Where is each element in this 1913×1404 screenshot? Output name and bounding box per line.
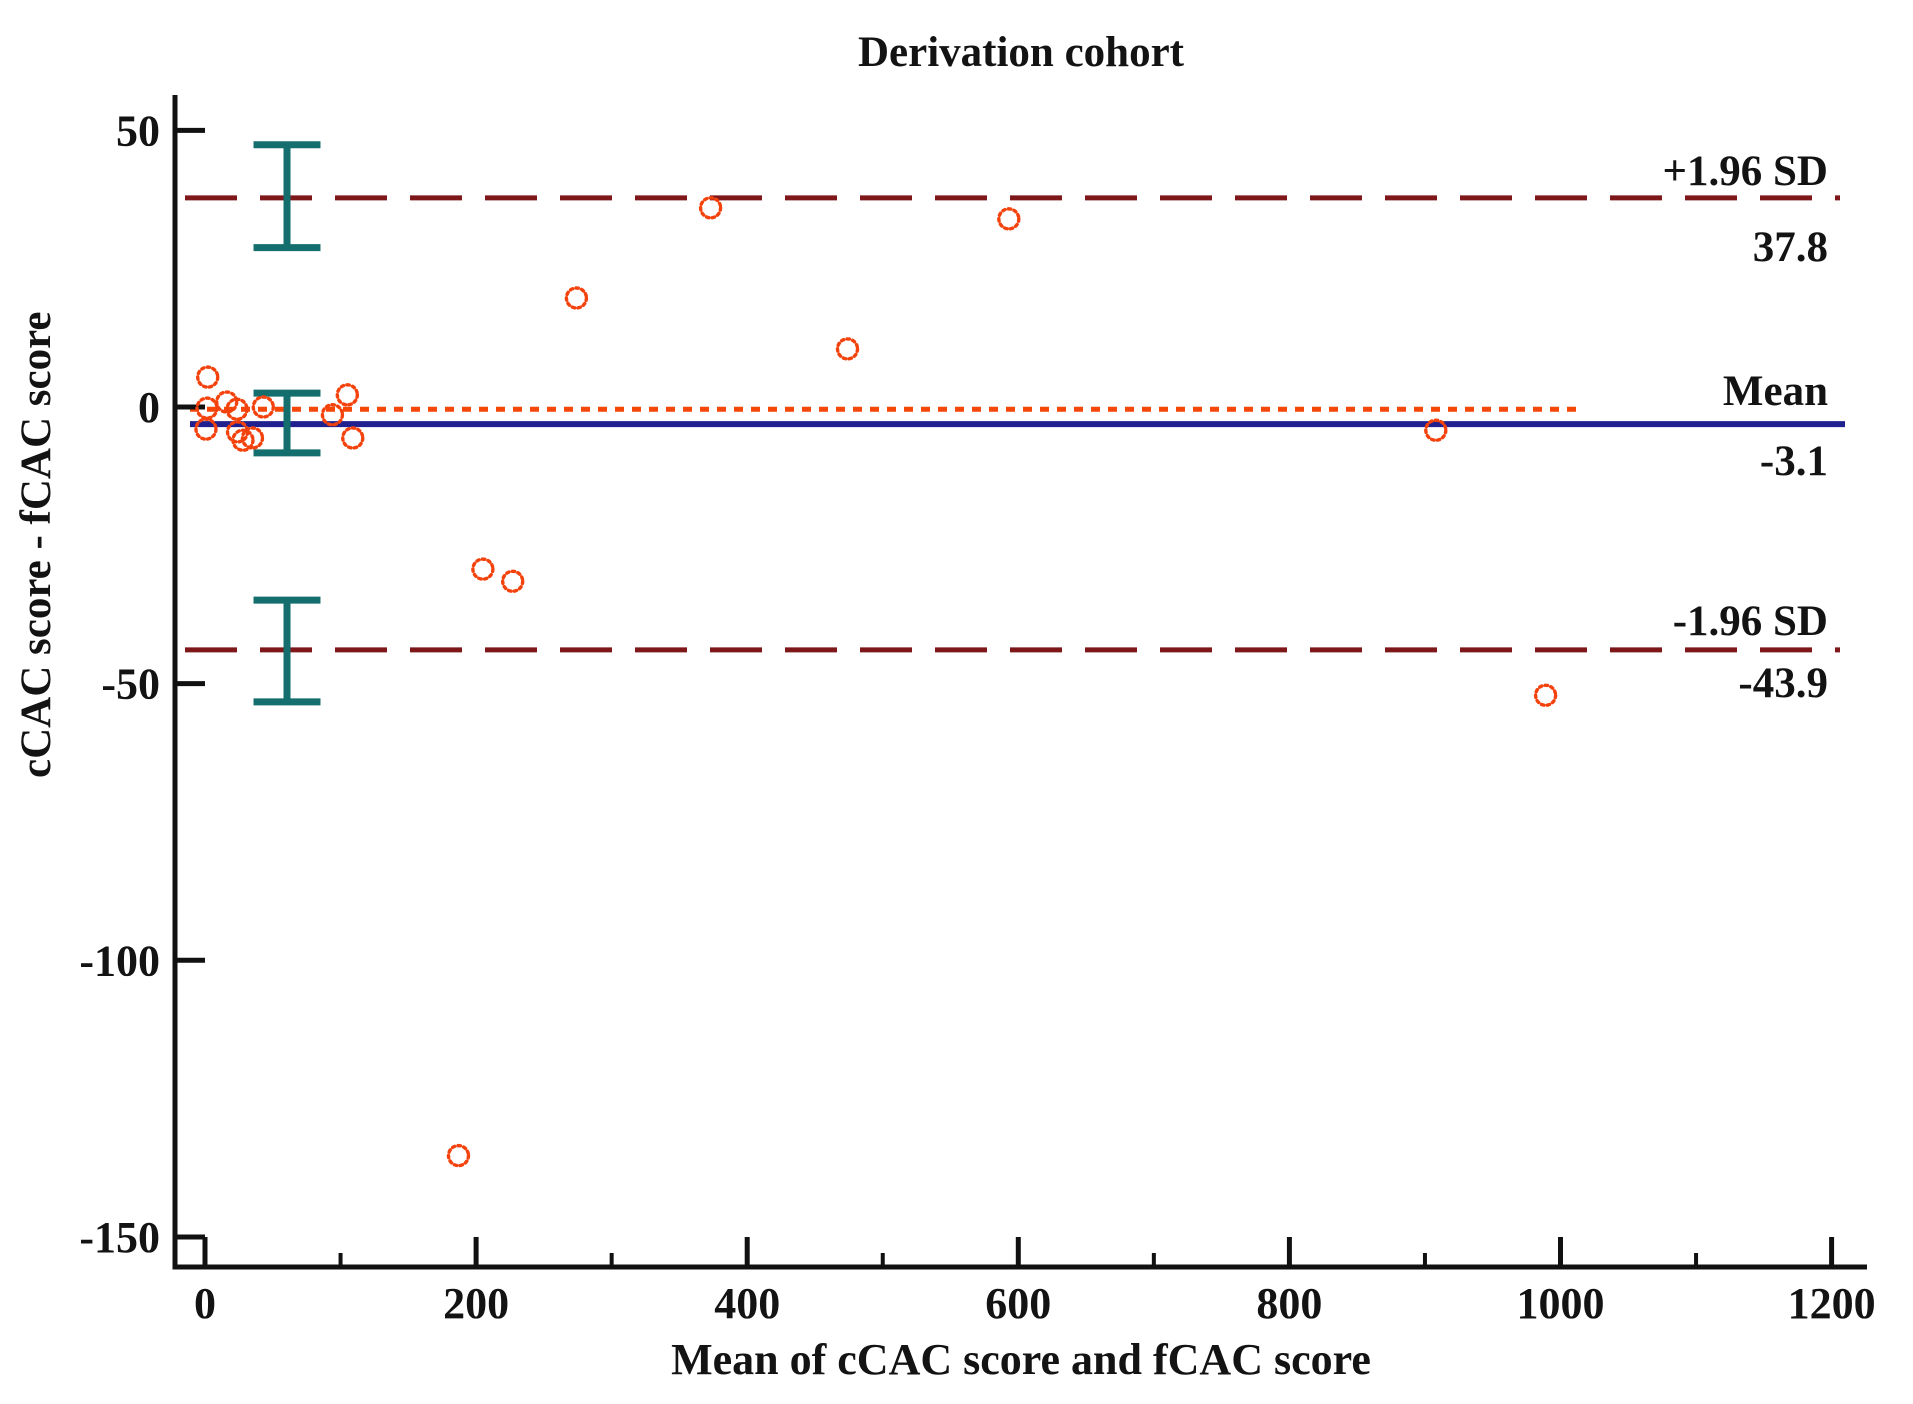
scatter-point (251, 395, 275, 419)
upper-loa-value: 37.8 (1752, 224, 1828, 271)
limits-of-agreement-lines (185, 195, 1840, 653)
scatter-point (194, 417, 218, 441)
scatter-point (997, 207, 1021, 231)
scatter-point (240, 426, 265, 450)
scatter-point (698, 196, 723, 220)
scatter-point (500, 569, 525, 593)
svg-text:50: 50 (116, 106, 160, 155)
scatter-point (446, 1143, 471, 1168)
lower-loa-value: -43.9 (1738, 660, 1828, 707)
scatter-point (335, 383, 360, 407)
svg-text:600: 600 (985, 1279, 1051, 1328)
svg-text:-50: -50 (101, 660, 160, 709)
svg-text:-100: -100 (79, 936, 160, 985)
x-axis-ticks: 0 200 400 600 800 1000 1200 (194, 1237, 1876, 1328)
x-axis-label: Mean of cCAC score and fCAC score (671, 1335, 1371, 1384)
scatter-point (471, 557, 495, 581)
svg-text:200: 200 (443, 1279, 509, 1328)
y-axis-label: cCAC score - fCAC score (13, 311, 60, 778)
upper-loa-label: +1.96 SD (1662, 148, 1828, 195)
mean-line-value: -3.1 (1759, 438, 1828, 485)
scatter-point (231, 428, 255, 452)
scatter-point (564, 286, 589, 310)
lower-loa-label: -1.96 SD (1672, 598, 1828, 645)
scatter-point (225, 397, 249, 421)
mean-line-label: Mean (1722, 368, 1828, 415)
scatter-point (196, 365, 220, 389)
svg-text:1200: 1200 (1788, 1279, 1876, 1328)
scatter-point (341, 426, 365, 450)
chart-title: Derivation cohort (857, 29, 1184, 76)
svg-text:-150: -150 (79, 1213, 160, 1262)
svg-text:800: 800 (1256, 1279, 1322, 1328)
svg-text:0: 0 (194, 1279, 216, 1328)
scatter-point (320, 403, 345, 427)
scatter-point (835, 337, 860, 361)
confidence-interval-error-bars (253, 141, 321, 706)
data-points (194, 196, 1558, 1168)
svg-text:400: 400 (714, 1279, 780, 1328)
svg-text:1000: 1000 (1517, 1279, 1605, 1328)
scatter-point (1424, 418, 1448, 442)
scatter-point (1533, 683, 1558, 707)
axes (172, 95, 1867, 1270)
y-axis-ticks: 50 0 -50 -100 -150 (79, 106, 205, 1262)
svg-text:0: 0 (138, 383, 160, 432)
